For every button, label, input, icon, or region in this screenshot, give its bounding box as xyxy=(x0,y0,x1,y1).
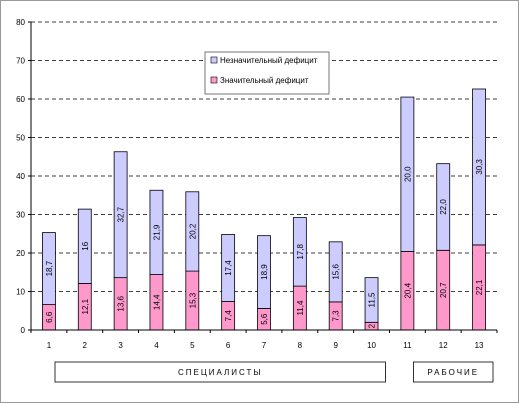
x-tick-label: 11 xyxy=(403,341,412,350)
x-tick-label: 5 xyxy=(190,341,195,350)
legend-swatch xyxy=(210,56,218,64)
bar-insignificant xyxy=(149,189,164,275)
x-tick-label: 3 xyxy=(118,341,123,350)
legend-swatch xyxy=(210,76,218,84)
y-tick-label: 60 xyxy=(16,95,25,104)
data-label-insignificant: 18,9 xyxy=(260,264,269,280)
bar-insignificant xyxy=(436,163,451,251)
bar-insignificant xyxy=(77,208,92,284)
bars: 6,6 18,7 12,1 16 13,6 32,7 14,4 21,9 15,3 20,2 7,4… xyxy=(42,88,486,331)
legend-label: Значительный дефицит xyxy=(220,76,309,85)
bar-insignificant xyxy=(221,234,236,302)
data-label-significant: 15,3 xyxy=(188,292,197,308)
y-tick-label: 20 xyxy=(16,249,25,258)
legend-label: Незначительный дефицит xyxy=(220,56,318,65)
legend-box xyxy=(204,51,330,95)
data-label-insignificant: 20,0 xyxy=(403,166,412,182)
y-tick-label: 70 xyxy=(16,57,25,66)
y-tick-label: 0 xyxy=(21,326,26,335)
bar-insignificant xyxy=(292,217,307,287)
data-label-insignificant: 30,3 xyxy=(475,159,484,175)
bar-insignificant xyxy=(328,241,343,303)
category-groups: СПЕЦИАЛИСТЫ РАБОЧИЕ xyxy=(54,361,494,383)
data-label-insignificant: 32,7 xyxy=(117,206,126,222)
x-tick-label: 12 xyxy=(439,341,448,350)
x-tick-label: 4 xyxy=(154,341,159,350)
data-label-insignificant: 11,5 xyxy=(368,292,377,308)
data-label-significant: 11,4 xyxy=(296,300,305,316)
data-label-insignificant: 22,0 xyxy=(439,199,448,215)
bar-insignificant xyxy=(400,96,415,252)
y-tick-label: 40 xyxy=(16,172,25,181)
data-label-significant: 7,3 xyxy=(332,310,341,322)
y-tick-label: 10 xyxy=(16,288,25,297)
x-tick-label: 7 xyxy=(262,341,267,350)
group-box xyxy=(413,361,494,383)
data-label-significant: 6,6 xyxy=(45,311,54,323)
data-label-significant: 22,1 xyxy=(475,279,484,295)
data-label-insignificant: 17,4 xyxy=(224,260,233,276)
data-label-insignificant: 21,9 xyxy=(152,224,161,240)
data-label-significant: 2 xyxy=(368,323,377,328)
data-label-significant: 7,4 xyxy=(224,310,233,322)
data-label-insignificant: 20,2 xyxy=(188,223,197,239)
group-box xyxy=(54,361,386,383)
bar-insignificant xyxy=(257,235,271,309)
bar-insignificant xyxy=(113,151,128,279)
x-tick-label: 9 xyxy=(333,341,338,350)
group-label: РАБОЧИЕ xyxy=(427,368,479,377)
x-tick-label: 6 xyxy=(226,341,231,350)
bar-insignificant xyxy=(472,88,486,246)
data-label-insignificant: 15,6 xyxy=(332,264,341,280)
data-label-insignificant: 18,7 xyxy=(45,260,54,276)
legend: Незначительный дефицит Значительный дефиц… xyxy=(204,51,330,95)
y-tick-label: 50 xyxy=(16,134,25,143)
x-tick-label: 13 xyxy=(475,341,484,350)
bar-insignificant xyxy=(185,191,200,272)
y-tick-label: 80 xyxy=(16,18,25,27)
x-tick-label: 10 xyxy=(367,341,376,350)
x-tick-label: 1 xyxy=(47,341,52,350)
y-tick-label: 30 xyxy=(16,211,25,220)
data-label-insignificant: 16 xyxy=(81,241,90,250)
data-label-insignificant: 17,8 xyxy=(296,244,305,260)
data-label-significant: 20,4 xyxy=(403,282,412,298)
x-tick-label: 2 xyxy=(83,341,88,350)
data-label-significant: 13,6 xyxy=(117,295,126,311)
data-label-significant: 14,4 xyxy=(152,294,161,310)
data-label-significant: 12,1 xyxy=(81,298,90,314)
data-label-significant: 20,7 xyxy=(439,282,448,298)
gridlines xyxy=(31,21,497,292)
bar-insignificant xyxy=(364,277,379,323)
x-tick-label: 8 xyxy=(298,341,303,350)
group-label: СПЕЦИАЛИСТЫ xyxy=(178,368,263,377)
data-label-significant: 5,6 xyxy=(260,313,269,325)
bar-insignificant xyxy=(42,232,56,305)
